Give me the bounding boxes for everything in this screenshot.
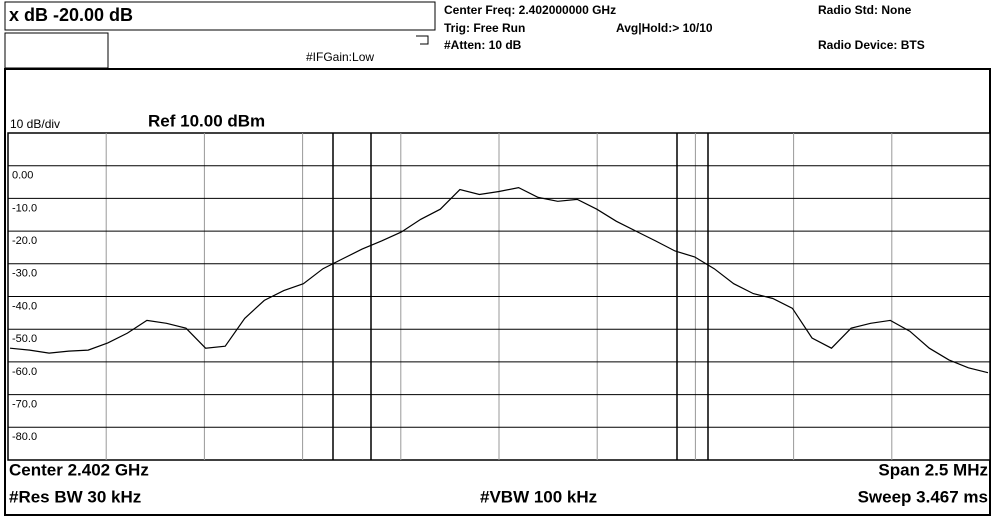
y-tick-label: -40.0 bbox=[12, 300, 37, 312]
xdb-box bbox=[4, 1, 436, 31]
y-tick-label: -50.0 bbox=[12, 333, 37, 345]
if-gain: #IFGain:Low bbox=[306, 50, 374, 64]
radio-std: Radio Std: None bbox=[818, 3, 912, 17]
res-bw: #Res BW 30 kHz bbox=[9, 487, 141, 506]
ref-level: Ref 10.00 dBm bbox=[148, 111, 265, 130]
center: Center 2.402 GHz bbox=[9, 460, 149, 479]
input-box bbox=[4, 32, 109, 69]
y-tick-label: 0.00 bbox=[12, 170, 33, 182]
avg-hold: Avg|Hold:> 10/10 bbox=[616, 21, 713, 35]
y-tick-label: -70.0 bbox=[12, 399, 37, 411]
y-tick-label: -20.0 bbox=[12, 235, 37, 247]
y-tick-label: -10.0 bbox=[12, 202, 37, 214]
xdb-readout: x dB -20.00 dB bbox=[9, 5, 133, 25]
center-freq: Center Freq: 2.402000000 GHz bbox=[444, 3, 616, 17]
sweep: Sweep 3.467 ms bbox=[858, 487, 988, 506]
marker-lines bbox=[332, 133, 709, 460]
trace bbox=[9, 186, 989, 374]
trig: Trig: Free Run bbox=[444, 21, 525, 35]
radio-device: Radio Device: BTS bbox=[818, 38, 925, 52]
arrow-icon bbox=[416, 35, 429, 45]
y-tick-label: -60.0 bbox=[12, 366, 37, 378]
span: Span 2.5 MHz bbox=[878, 460, 988, 479]
scale-label: 10 dB/div bbox=[10, 117, 60, 131]
atten: #Atten: 10 dB bbox=[444, 38, 522, 52]
y-tick-label: -80.0 bbox=[12, 431, 37, 443]
y-tick-label: -30.0 bbox=[12, 268, 37, 280]
vbw: #VBW 100 kHz bbox=[480, 487, 597, 506]
